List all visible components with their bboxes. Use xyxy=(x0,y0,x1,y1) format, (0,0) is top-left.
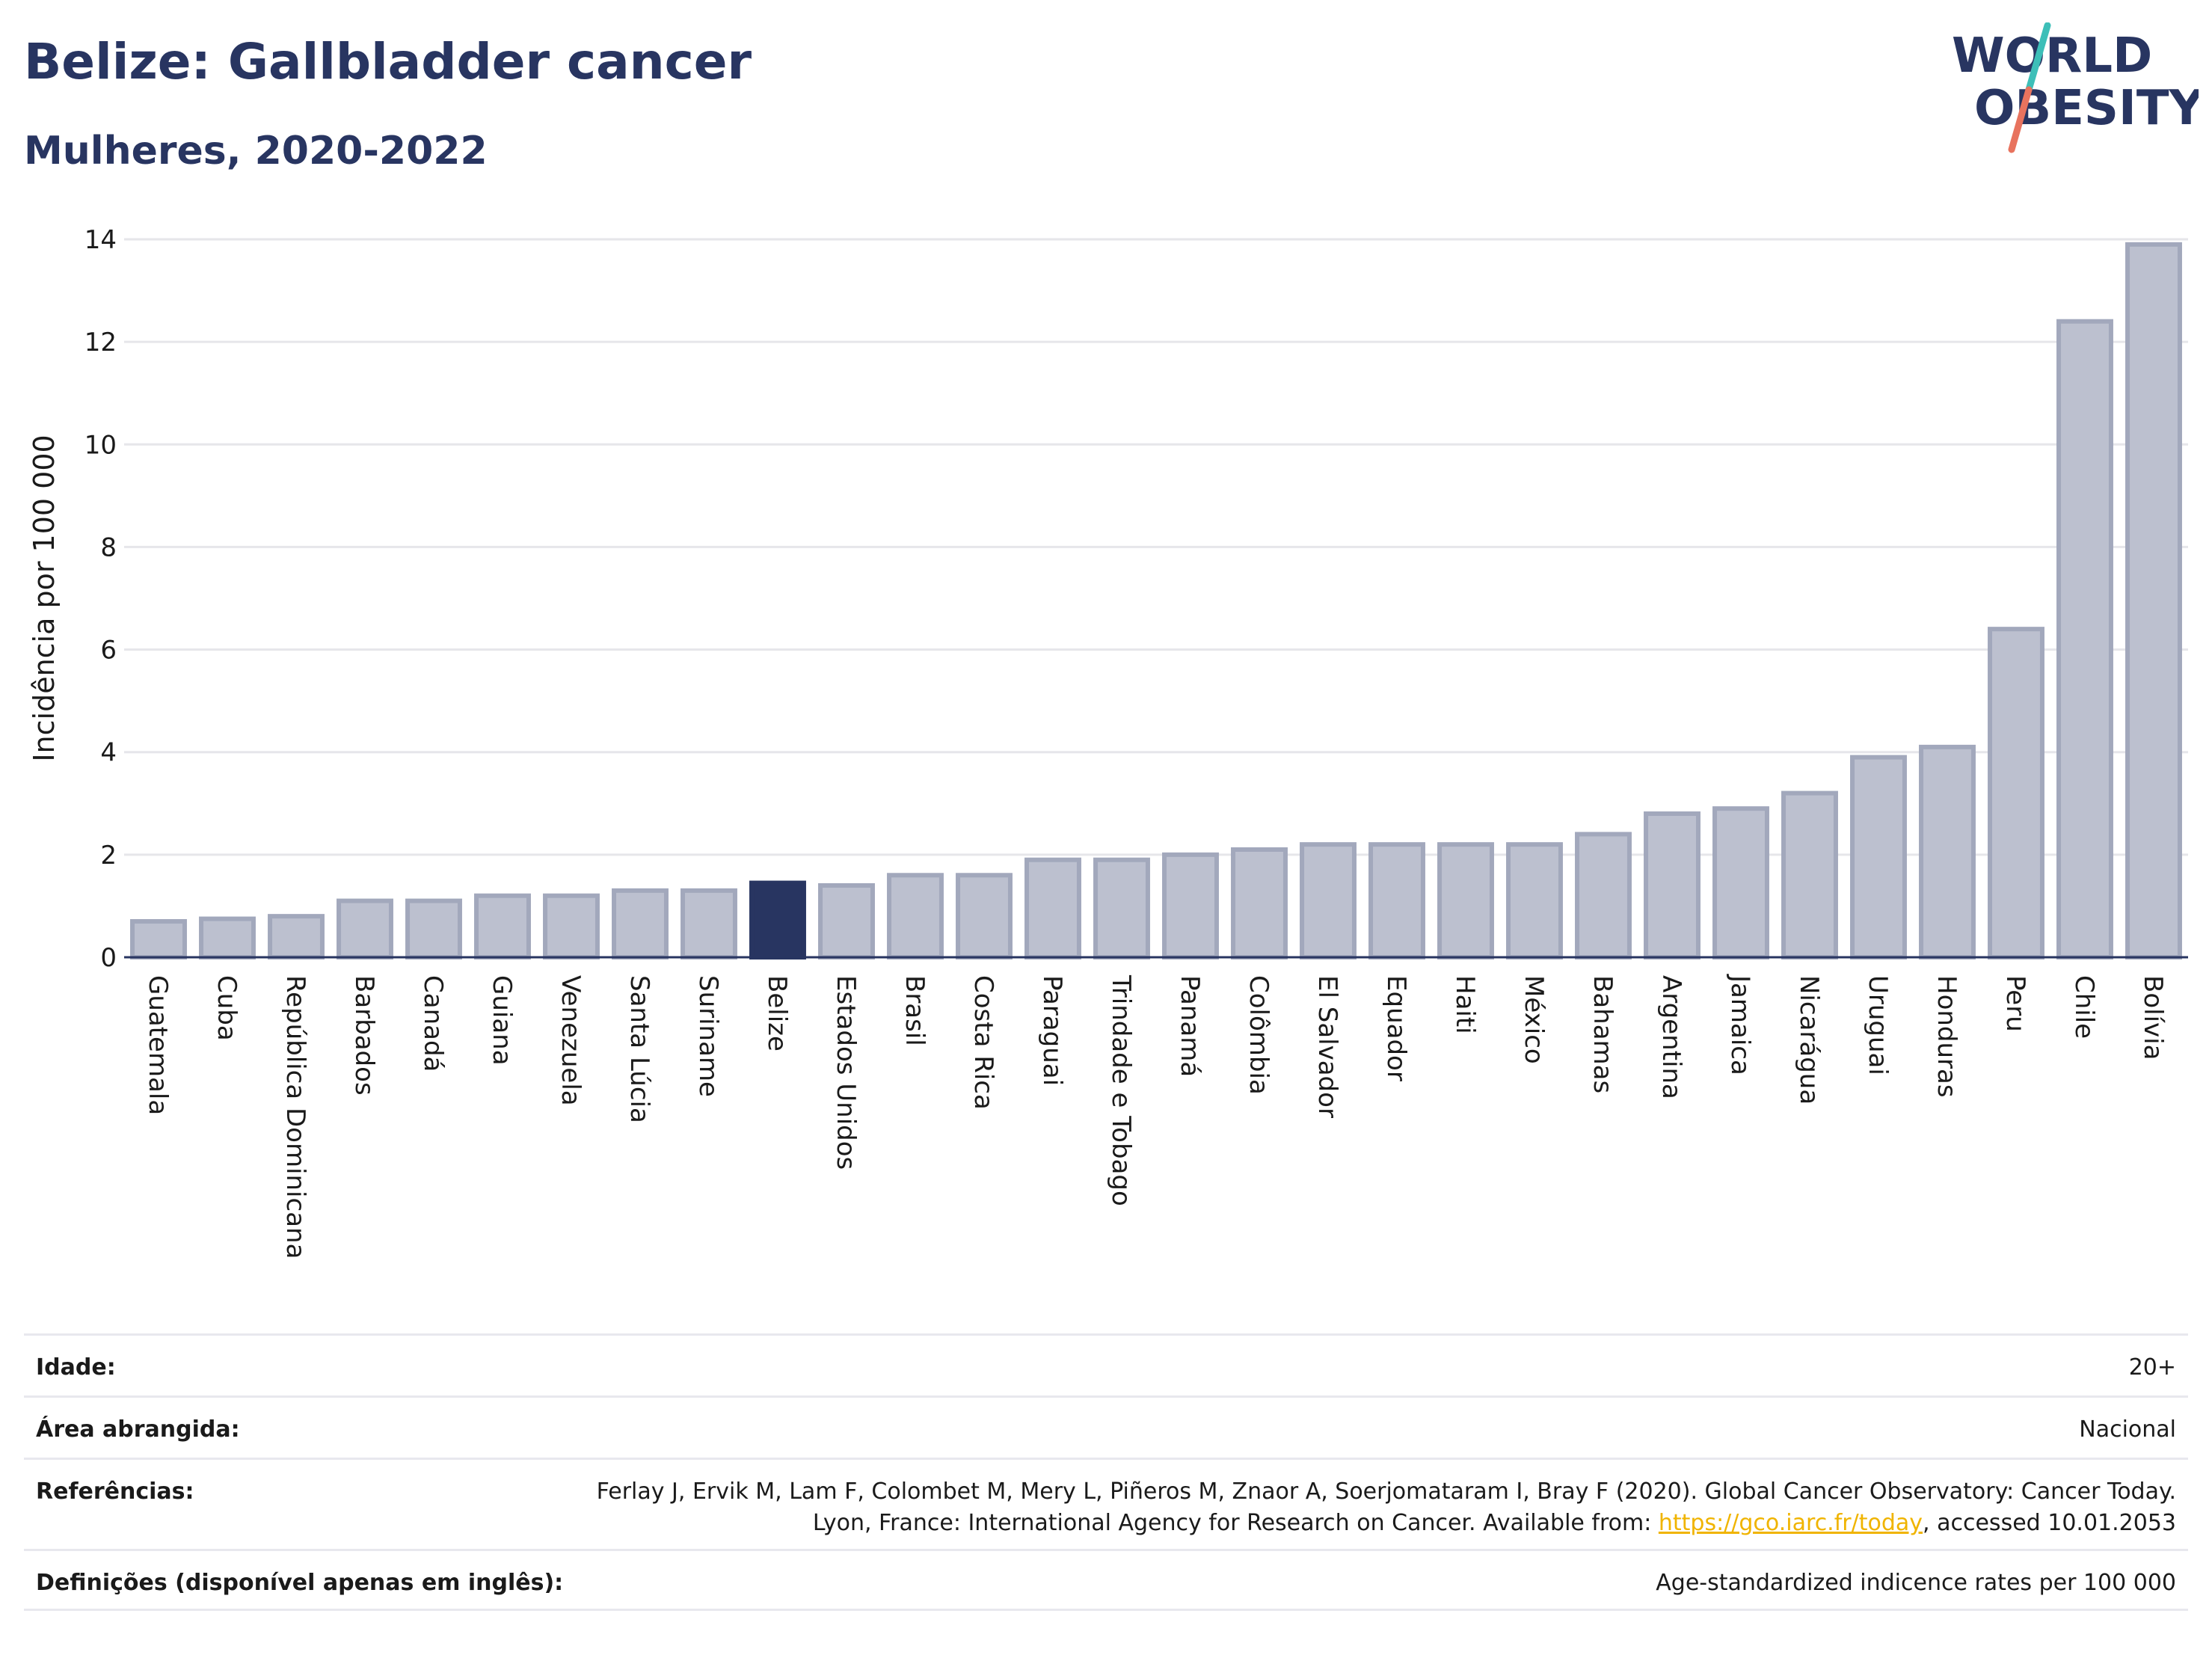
x-tick-label: República Dominicana xyxy=(280,975,310,1259)
bar xyxy=(887,873,944,959)
x-tick-label: Suriname xyxy=(693,975,723,1097)
bar xyxy=(2125,242,2182,960)
y-tick-label: 10 xyxy=(85,430,117,460)
x-tick-label: Argentina xyxy=(1656,975,1686,1099)
bar xyxy=(956,873,1013,959)
y-tick-label: 6 xyxy=(100,636,117,666)
bar xyxy=(543,893,600,960)
bars xyxy=(130,242,2182,960)
x-tick-label: Chile xyxy=(2069,975,2099,1039)
y-tick-label: 14 xyxy=(85,225,117,255)
age-value: 20+ xyxy=(2128,1354,2176,1381)
bar xyxy=(1162,852,1219,959)
bar xyxy=(1300,842,1357,960)
bar xyxy=(1850,755,1907,959)
references-link[interactable]: https://gco.iarc.fr/today xyxy=(1658,1510,1923,1536)
logo-slash-coral xyxy=(2008,86,2033,153)
bar xyxy=(405,898,462,959)
x-tick-label: Paraguai xyxy=(1037,975,1067,1086)
x-tick-label: Costa Rica xyxy=(968,975,998,1110)
x-tick-label: Estados Unidos xyxy=(831,975,861,1170)
x-tick-label: Peru xyxy=(2000,975,2030,1032)
chart-subtitle: Mulheres, 2020-2022 xyxy=(24,129,488,174)
y-tick-label: 2 xyxy=(100,841,117,871)
bar xyxy=(1781,790,1838,959)
x-tick-label: Panamá xyxy=(1175,975,1205,1077)
x-tick-label: El Salvador xyxy=(1312,975,1342,1118)
bar xyxy=(1644,811,1701,959)
bar xyxy=(130,919,187,959)
bar-highlight xyxy=(749,880,806,959)
x-tick-label: Venezuela xyxy=(556,975,586,1106)
x-tick-label: Santa Lúcia xyxy=(624,975,654,1123)
x-tick-label: Bahamas xyxy=(1588,975,1617,1093)
y-tick-label: 4 xyxy=(100,738,117,768)
x-tick-label: Jamaica xyxy=(1725,974,1755,1075)
gridlines xyxy=(124,238,2188,856)
x-tick-label: Belize xyxy=(762,975,792,1051)
age-label: Idade: xyxy=(36,1354,116,1381)
x-tick-label: Haiti xyxy=(1450,975,1480,1034)
x-tick-label: Trindade e Tobago xyxy=(1106,974,1136,1206)
references-value: Ferlay J, Ervik M, Lam F, Colombet M, Me… xyxy=(546,1476,2176,1539)
bar xyxy=(1437,842,1494,960)
chart-title: Belize: Gallbladder cancer xyxy=(24,33,752,90)
logo-slash-teal xyxy=(2025,22,2051,93)
bar xyxy=(818,883,875,959)
bar xyxy=(268,914,325,960)
footer-row-references: Referências: Ferlay J, Ervik M, Lam F, C… xyxy=(24,1458,2188,1549)
x-tick-label: Barbados xyxy=(349,975,379,1096)
references-text: Ferlay J, Ervik M, Lam F, Colombet M, Me… xyxy=(596,1479,2176,1536)
x-tick-label: Cuba xyxy=(212,975,242,1041)
y-tick-label: 0 xyxy=(100,943,117,973)
y-tick-label: 8 xyxy=(100,532,117,562)
references-accessed: , accessed 10.01.2053 xyxy=(1923,1510,2176,1536)
footer-row-definitions: Definições (disponível apenas em inglês)… xyxy=(24,1549,2188,1611)
x-tick-label: Nicarágua xyxy=(1794,975,1824,1105)
x-tick-label: Uruguai xyxy=(1863,975,1893,1075)
bar xyxy=(1988,627,2044,960)
bar xyxy=(1919,744,1976,959)
bar xyxy=(1368,842,1425,960)
x-tick-label: Guatemala xyxy=(143,975,173,1115)
x-tick-label: Canadá xyxy=(418,975,448,1072)
x-tick-label: Brasil xyxy=(900,975,930,1046)
references-label: Referências: xyxy=(36,1479,194,1505)
bar xyxy=(681,888,737,959)
bar xyxy=(474,893,531,960)
bar xyxy=(1712,806,1769,960)
footer-table: Idade: 20+ Área abrangida: Nacional Refe… xyxy=(24,1333,2188,1611)
bar xyxy=(1024,857,1081,960)
x-tick-label: Bolívia xyxy=(2138,975,2168,1060)
bar xyxy=(612,888,669,959)
x-axis-labels: Guatemala Cuba República Dominicana Barbado… xyxy=(143,974,2168,1259)
world-obesity-logo: WORLD OBESITY xyxy=(1952,22,2199,153)
bar-chart: 0 2 4 6 8 10 12 14 Guatemala Cuba República Domin… xyxy=(28,225,2188,1259)
x-tick-label: Guiana xyxy=(487,975,517,1066)
footer-row-area: Área abrangida: Nacional xyxy=(24,1395,2188,1458)
bar xyxy=(199,916,256,959)
bar xyxy=(1506,842,1563,960)
area-label: Área abrangida: xyxy=(36,1416,240,1443)
x-tick-label: Honduras xyxy=(1932,975,1961,1098)
x-tick-label: Equador xyxy=(1381,975,1411,1081)
logo-line2: OBESITY xyxy=(1974,81,2199,136)
x-tick-label: México xyxy=(1519,975,1549,1064)
y-tick-label: 12 xyxy=(85,328,117,357)
bar xyxy=(1093,857,1150,960)
y-axis-ticks: 0 2 4 6 8 10 12 14 xyxy=(85,225,117,973)
bar xyxy=(1575,832,1632,960)
footer-row-age: Idade: 20+ xyxy=(24,1333,2188,1395)
logo-line1: WORLD xyxy=(1952,28,2152,84)
bar xyxy=(1231,847,1288,959)
bar xyxy=(337,898,393,959)
definitions-value: Age-standardized indicence rates per 100… xyxy=(1656,1570,2176,1596)
x-tick-label: Colômbia xyxy=(1244,975,1274,1095)
y-axis-title: Incidência por 100 000 xyxy=(28,435,61,761)
bar xyxy=(2056,319,2113,959)
definitions-label: Definições (disponível apenas em inglês)… xyxy=(36,1570,564,1596)
area-value: Nacional xyxy=(2079,1416,2176,1443)
